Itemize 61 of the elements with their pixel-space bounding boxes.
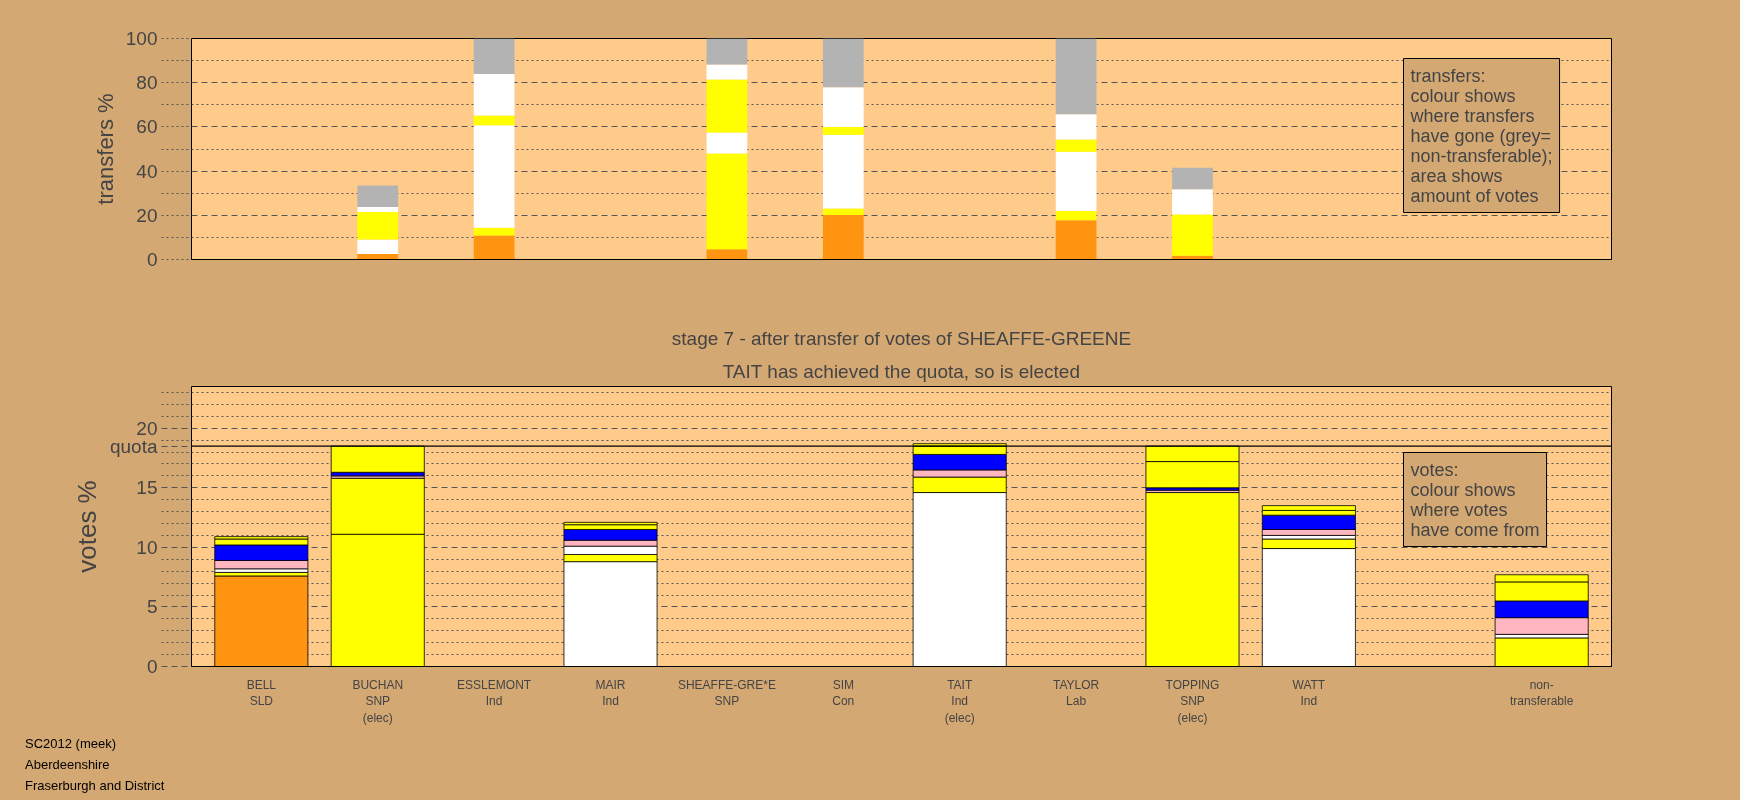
- y-axis-title: votes %: [71, 480, 102, 573]
- bar: [822, 38, 864, 88]
- bar: [1055, 139, 1097, 152]
- bar: [706, 38, 748, 65]
- y-tick-label: 40: [136, 160, 158, 182]
- bar: [706, 64, 748, 80]
- y-tick-label: 60: [136, 116, 158, 138]
- annotation: transfers: colour shows where transfers have gone (grey= non-transferable); area shows amount of votes: [1409, 65, 1553, 206]
- y-tick-label: 0: [146, 656, 158, 677]
- bar: [1055, 38, 1097, 115]
- bar: [822, 208, 864, 216]
- y-axis-title: transfers %: [92, 93, 118, 205]
- bar: [357, 211, 399, 240]
- bar: [706, 153, 748, 250]
- x-tick-label: ESSLEMONT Ind: [457, 677, 532, 709]
- bar: [473, 235, 515, 260]
- y-tick-label: 15: [136, 477, 158, 499]
- x-tick-label: BELL SLD: [246, 677, 277, 709]
- bar: [357, 239, 399, 254]
- x-tick-label: TOPPING SNP (elec): [1165, 677, 1220, 726]
- bar: [706, 249, 748, 260]
- bar: [822, 134, 864, 209]
- text: SC2012 (meek): [25, 735, 118, 753]
- bar: [1055, 220, 1097, 260]
- bar: [357, 206, 399, 212]
- bar: [357, 185, 399, 207]
- x-tick-label: WATT Ind: [1292, 677, 1326, 709]
- y-tick-label: 20: [136, 204, 158, 226]
- text: Fraserburgh and District: [25, 777, 165, 795]
- bar: [1172, 167, 1213, 190]
- chart-subtitle: TAIT has achieved the quota, so is elected: [722, 360, 1081, 382]
- bar: [473, 74, 515, 116]
- x-tick-label: MAIR Ind: [595, 677, 626, 709]
- x-tick-label: TAYLOR Lab: [1052, 677, 1100, 709]
- bar: [473, 125, 515, 228]
- text: Aberdeenshire: [25, 756, 111, 774]
- bar: [822, 127, 864, 135]
- bar: [473, 115, 515, 126]
- bar: [822, 215, 864, 260]
- bar: [706, 79, 748, 133]
- y-tick-label: 10: [136, 536, 158, 558]
- bar: [1055, 114, 1097, 140]
- x-tick-label: non- transferable: [1509, 677, 1574, 709]
- bar: [357, 253, 399, 260]
- y-tick-label: 5: [146, 596, 158, 618]
- bar: [822, 87, 864, 128]
- y-tick-label: 80: [136, 72, 158, 94]
- x-tick-label: SIM Con: [832, 677, 855, 709]
- x-tick-label: TAIT Ind (elec): [944, 677, 975, 726]
- bar: [706, 132, 748, 154]
- x-tick-label: BUCHAN SNP (elec): [352, 677, 404, 726]
- y-tick-label: 100: [125, 28, 158, 49]
- bar: [473, 38, 515, 75]
- bar: [1055, 151, 1097, 211]
- bar: [1172, 189, 1213, 215]
- x-tick-label: SHEAFFE-GRE*E SNP: [677, 677, 776, 709]
- y-tick-label: 0: [146, 249, 158, 270]
- bar: [1172, 214, 1213, 256]
- chart-title: stage 7 - after transfer of votes of SHEAFFE-GREENE: [671, 327, 1132, 349]
- bar: [1055, 210, 1097, 221]
- annotation: votes: colour shows where votes have come from: [1409, 459, 1540, 540]
